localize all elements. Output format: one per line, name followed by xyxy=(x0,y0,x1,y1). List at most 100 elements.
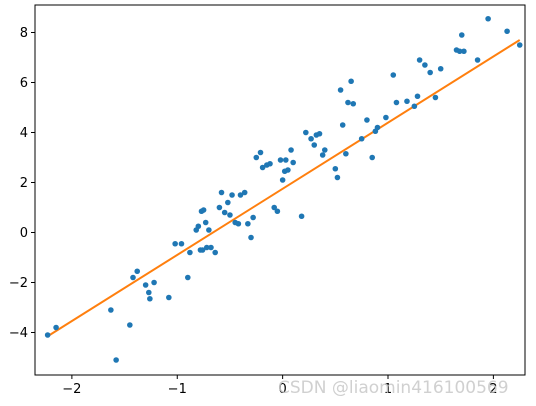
data-point xyxy=(332,165,339,172)
data-point xyxy=(383,114,389,121)
data-point xyxy=(130,274,136,281)
data-point xyxy=(212,249,218,256)
data-point xyxy=(461,48,467,55)
data-point xyxy=(221,209,228,216)
data-point xyxy=(225,199,231,206)
data-point xyxy=(334,174,341,181)
data-point xyxy=(199,247,206,253)
data-point xyxy=(411,103,418,110)
data-point xyxy=(416,57,423,63)
data-point xyxy=(308,135,314,142)
data-point xyxy=(274,208,281,215)
data-point xyxy=(44,332,51,338)
data-point xyxy=(166,294,172,301)
data-point xyxy=(271,204,278,211)
data-point xyxy=(202,219,209,226)
data-point xyxy=(288,147,294,153)
data-point xyxy=(474,57,481,63)
data-point xyxy=(343,150,349,157)
data-point xyxy=(227,212,233,218)
data-point xyxy=(208,244,214,251)
y-tick-label: 2 xyxy=(20,176,28,191)
data-point xyxy=(218,189,225,196)
data-point xyxy=(427,69,433,76)
data-point xyxy=(151,279,157,286)
data-point xyxy=(127,322,133,328)
data-point xyxy=(206,227,212,233)
data-point xyxy=(390,72,397,78)
data-point xyxy=(229,192,235,198)
data-point xyxy=(277,157,284,163)
axis-ticks: −2 −1 0 1 2 −4 −2 0 2 4 6 8 xyxy=(9,26,498,397)
data-point xyxy=(285,167,291,173)
data-point xyxy=(458,32,465,38)
x-tick-label: 2 xyxy=(489,382,497,397)
data-point xyxy=(339,122,346,128)
data-point xyxy=(257,149,264,156)
data-point xyxy=(404,98,410,105)
data-point xyxy=(279,177,286,183)
data-point xyxy=(374,124,381,131)
data-point xyxy=(253,154,260,161)
data-point xyxy=(422,62,428,68)
data-point xyxy=(504,28,510,35)
data-point xyxy=(237,192,244,198)
data-point xyxy=(432,94,439,101)
data-point xyxy=(113,357,119,363)
x-tick-label: 0 xyxy=(278,382,286,397)
data-points-layer xyxy=(44,15,523,363)
x-tick-label: −1 xyxy=(168,382,187,397)
watermark-text: CSDN @liaomin416100569 xyxy=(278,378,509,398)
data-point xyxy=(142,282,149,288)
data-point xyxy=(348,78,354,85)
y-tick-label: 4 xyxy=(20,126,28,141)
data-point xyxy=(248,234,254,241)
data-point xyxy=(282,157,289,163)
data-point xyxy=(345,99,351,106)
data-point xyxy=(134,268,141,275)
data-point xyxy=(178,240,185,247)
data-point xyxy=(235,220,242,227)
regression-line xyxy=(47,39,521,338)
data-point xyxy=(203,244,210,251)
data-point xyxy=(290,159,296,166)
data-point xyxy=(216,204,223,211)
regression-line-layer xyxy=(47,39,521,338)
data-point xyxy=(316,130,323,137)
x-tick-label: 1 xyxy=(384,382,392,397)
y-tick-label: 0 xyxy=(20,226,28,241)
data-point xyxy=(259,164,266,171)
y-tick-label: −4 xyxy=(9,326,28,341)
data-point xyxy=(195,223,202,230)
data-point xyxy=(516,42,523,48)
data-point xyxy=(358,135,365,142)
data-point xyxy=(456,48,463,55)
data-point xyxy=(108,307,114,313)
data-point xyxy=(311,142,318,148)
y-tick-label: −2 xyxy=(9,276,28,291)
data-point xyxy=(319,152,326,158)
data-point xyxy=(298,213,305,220)
data-point xyxy=(250,214,256,221)
data-point xyxy=(414,93,421,100)
data-point xyxy=(337,87,344,93)
data-point xyxy=(267,160,273,167)
data-point xyxy=(241,189,248,196)
y-tick-label: 8 xyxy=(20,26,28,41)
data-point xyxy=(200,207,207,213)
x-tick-label: −2 xyxy=(62,382,81,397)
data-point xyxy=(184,274,191,281)
data-point xyxy=(53,324,59,331)
data-point xyxy=(485,15,491,22)
data-point xyxy=(187,249,193,256)
data-point xyxy=(350,100,357,107)
y-tick-label: 6 xyxy=(20,76,28,91)
data-point xyxy=(364,117,370,123)
data-point xyxy=(245,220,251,227)
data-point xyxy=(147,295,153,302)
data-point xyxy=(437,65,444,72)
data-point xyxy=(146,289,152,296)
data-point xyxy=(321,147,328,153)
data-point xyxy=(303,129,309,136)
